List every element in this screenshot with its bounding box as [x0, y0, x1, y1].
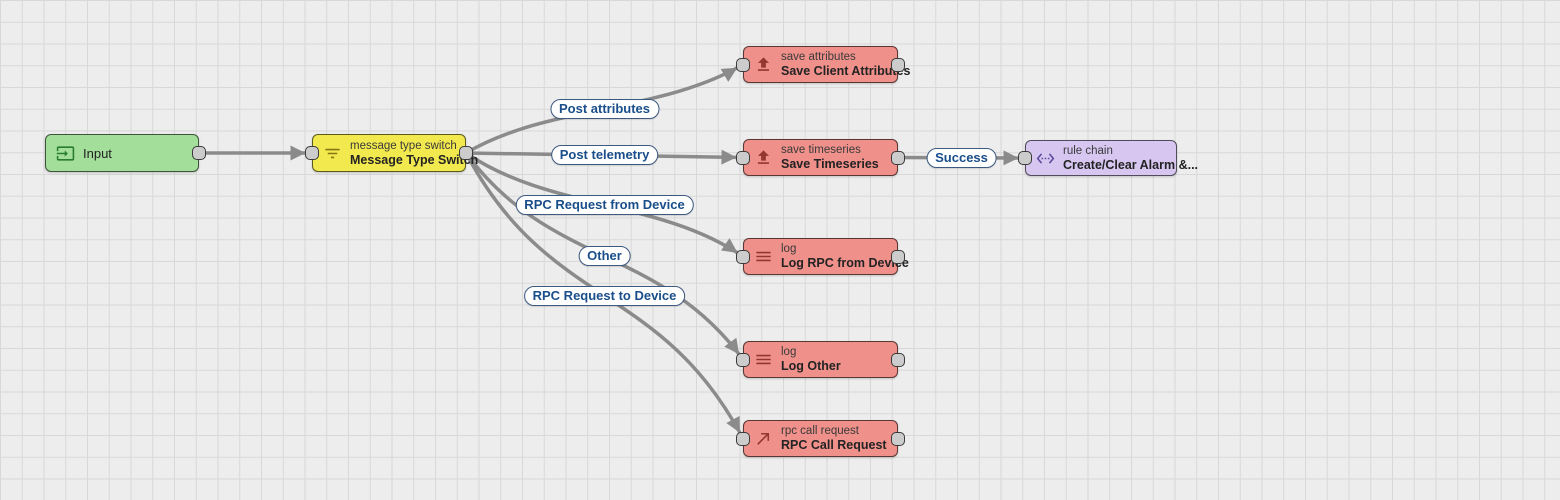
node-create-clear-alarm-rule-chain[interactable]: rule chain Create/Clear Alarm &...	[1025, 140, 1199, 176]
edge-arrowhead	[720, 67, 738, 82]
menu-icon	[754, 350, 773, 369]
edge-label[interactable]: Other	[578, 246, 631, 267]
connector-left[interactable]	[305, 146, 319, 160]
edge-label[interactable]: RPC Request to Device	[523, 285, 686, 306]
node-type-label: log	[781, 346, 797, 358]
node-rpc-call-request[interactable]: rpc call request RPC Call Request	[743, 420, 898, 457]
edge-arrowhead	[1003, 150, 1019, 166]
node-text: rule chain Create/Clear Alarm &...	[1063, 144, 1199, 172]
node-log-rpc-from-device[interactable]: log Log RPC from Device	[743, 238, 909, 275]
node-text: log Log Other	[781, 346, 841, 373]
node-text: save attributes Save Client Attributes	[781, 51, 911, 78]
connector-right[interactable]	[891, 57, 905, 72]
edge-label[interactable]: RPC Request from Device	[515, 194, 694, 215]
input-icon	[56, 144, 75, 163]
node-type-label: rpc call request	[781, 425, 859, 437]
node-text: Input	[83, 146, 112, 161]
connector-right[interactable]	[891, 431, 905, 446]
node-type-label: message type switch	[350, 139, 457, 152]
connector-right[interactable]	[891, 352, 905, 367]
node-text: log Log RPC from Device	[781, 243, 909, 270]
node-type-label: log	[781, 243, 797, 255]
connector-right[interactable]	[891, 249, 905, 264]
node-text: rpc call request RPC Call Request	[781, 425, 887, 452]
node-text: message type switch Message Type Switch	[350, 139, 479, 167]
upload-icon	[754, 55, 773, 74]
edge-arrowhead	[721, 149, 737, 165]
node-name-label: Input	[83, 145, 112, 161]
connector-right[interactable]	[192, 146, 206, 160]
call-made-icon	[754, 429, 773, 448]
node-type-label: save timeseries	[781, 144, 861, 156]
filter-list-icon	[323, 144, 342, 163]
edge-arrowhead	[724, 337, 740, 355]
node-log-other[interactable]: log Log Other	[743, 341, 898, 378]
node-type-label: save attributes	[781, 51, 856, 63]
upload-icon	[754, 148, 773, 167]
connector-left[interactable]	[736, 57, 750, 72]
node-name-label: Log Other	[781, 359, 841, 373]
connector-left[interactable]	[736, 249, 750, 264]
edge-arrowhead	[721, 238, 738, 253]
node-save-timeseries[interactable]: save timeseries Save Timeseries	[743, 139, 898, 176]
edge-label[interactable]: Post telemetry	[550, 145, 659, 166]
node-text: save timeseries Save Timeseries	[781, 144, 879, 171]
node-name-label: Save Client Attributes	[781, 64, 911, 78]
menu-icon	[754, 247, 773, 266]
node-save-client-attributes[interactable]: save attributes Save Client Attributes	[743, 46, 911, 83]
connector-right[interactable]	[459, 146, 473, 160]
connector-left[interactable]	[736, 150, 750, 165]
connector-left[interactable]	[736, 431, 750, 446]
connector-right[interactable]	[891, 150, 905, 165]
edge-arrowhead	[726, 415, 740, 433]
connector-left[interactable]	[1018, 151, 1032, 165]
connector-left[interactable]	[736, 352, 750, 367]
settings-ethernet-icon	[1036, 149, 1055, 168]
edge-arrowhead	[290, 145, 306, 161]
node-name-label: Log RPC from Device	[781, 256, 909, 270]
edge-label[interactable]: Success	[926, 147, 997, 168]
node-input[interactable]: Input	[45, 134, 199, 172]
node-message-type-switch[interactable]: message type switch Message Type Switch	[312, 134, 479, 172]
node-name-label: RPC Call Request	[781, 438, 887, 452]
node-type-label: rule chain	[1063, 144, 1113, 157]
edge-label[interactable]: Post attributes	[549, 98, 660, 119]
node-name-label: Create/Clear Alarm &...	[1063, 157, 1199, 172]
node-name-label: Message Type Switch	[350, 152, 479, 167]
node-name-label: Save Timeseries	[781, 157, 879, 171]
